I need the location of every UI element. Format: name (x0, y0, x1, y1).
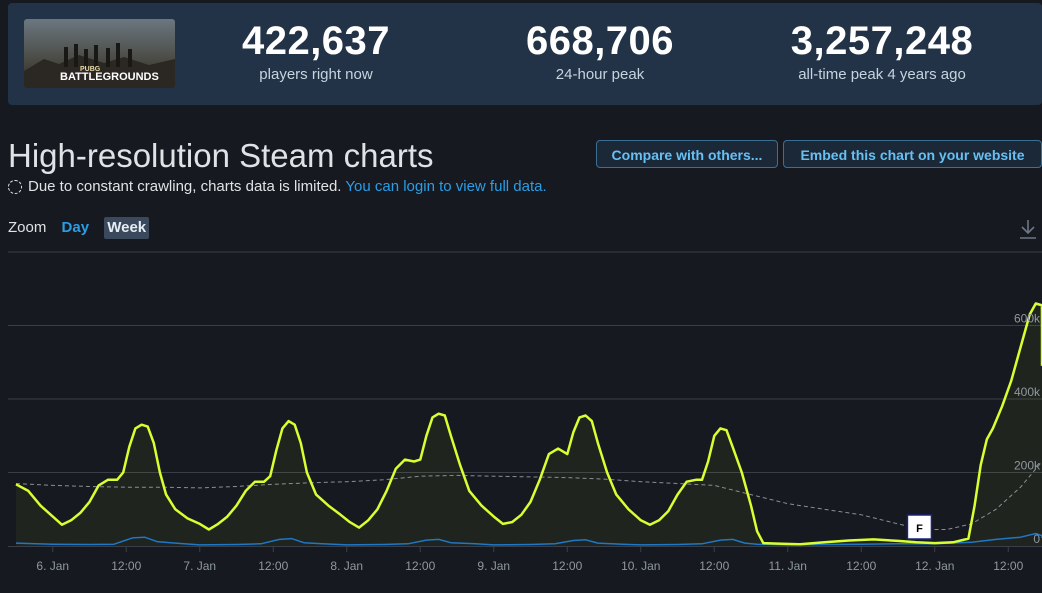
compare-button[interactable]: Compare with others... (596, 140, 778, 168)
game-banner-art: PUBG BATTLEGROUNDS (24, 19, 175, 88)
player-count-chart[interactable]: 0 200k 400k 600k 6. Jan 12:00 7. Jan 12:00 8. J… (0, 250, 1042, 593)
zoom-controls: Zoom Day Week (8, 217, 150, 239)
x-tick-label-11: 12:00 (846, 559, 876, 573)
x-tick-label-4: 8. Jan (330, 559, 363, 573)
download-icon[interactable] (1018, 218, 1038, 240)
stat-peak24: 668,706 24-hour peak (500, 17, 700, 85)
alltime-peak-value: 3,257,248 (790, 19, 974, 63)
y-tick-label-3: 600k (1014, 312, 1041, 326)
x-axis-ticks: 6. Jan 12:00 7. Jan 12:00 8. Jan 12:00 9. Jan 1… (36, 546, 1024, 573)
peak24-label: 24-hour peak (555, 66, 645, 83)
players-area (16, 303, 1042, 546)
x-tick-label-2: 7. Jan (183, 559, 216, 573)
svg-text:BATTLEGROUNDS: BATTLEGROUNDS (60, 71, 159, 83)
y-tick-label-1: 200k (1014, 459, 1041, 473)
current-players-value: 422,637 (241, 19, 391, 63)
x-tick-label-10: 11. Jan (769, 559, 807, 573)
x-tick-label-12: 12. Jan (915, 559, 954, 573)
stat-current: 422,637 players right now (216, 17, 416, 85)
x-tick-label-9: 12:00 (699, 559, 729, 573)
chart-grid (8, 251, 1042, 547)
flag-label: F (916, 523, 923, 535)
zoom-week-button[interactable]: Week (104, 217, 150, 239)
x-tick-label-3: 12:00 (258, 559, 288, 573)
stat-alltime: 3,257,248 all-time peak 4 years ago (765, 17, 999, 85)
x-tick-label-7: 12:00 (552, 559, 582, 573)
alltime-peak-label: all-time peak 4 years ago (798, 66, 966, 83)
x-tick-label-8: 10. Jan (621, 559, 660, 573)
y-tick-label-2: 400k (1014, 385, 1041, 399)
login-link[interactable]: You can login to view full data. (345, 178, 547, 195)
x-tick-label-6: 9. Jan (477, 559, 510, 573)
data-limit-notice: Due to constant crawling, charts data is… (8, 177, 547, 197)
game-banner[interactable]: PUBG BATTLEGROUNDS (24, 19, 175, 88)
event-flag[interactable]: F (906, 514, 933, 540)
loading-spinner-icon (8, 180, 22, 194)
stats-bar: PUBG BATTLEGROUNDS 422,637 players right… (8, 3, 1042, 105)
zoom-day-button[interactable]: Day (61, 219, 90, 236)
zoom-label: Zoom (8, 219, 47, 236)
x-tick-label-13: 12:00 (993, 559, 1023, 573)
notice-text: Due to constant crawling, charts data is… (28, 178, 342, 195)
embed-button[interactable]: Embed this chart on your website (783, 140, 1042, 168)
page-title: High-resolution Steam charts (8, 137, 434, 174)
x-tick-label-0: 6. Jan (36, 559, 69, 573)
peak24-value: 668,706 (525, 19, 675, 63)
current-players-label: players right now (259, 66, 373, 83)
twitch-line (15, 532, 1042, 546)
y-axis-ticks: 0 200k 400k 600k (1014, 312, 1041, 547)
x-tick-label-1: 12:00 (111, 559, 141, 573)
chart-series (15, 302, 1042, 546)
y-tick-label-0: 0 (1033, 532, 1040, 546)
players-line (15, 302, 1042, 546)
x-tick-label-5: 12:00 (405, 559, 435, 573)
svg-text:PUBG: PUBG (80, 66, 101, 73)
flag-box (906, 514, 933, 540)
